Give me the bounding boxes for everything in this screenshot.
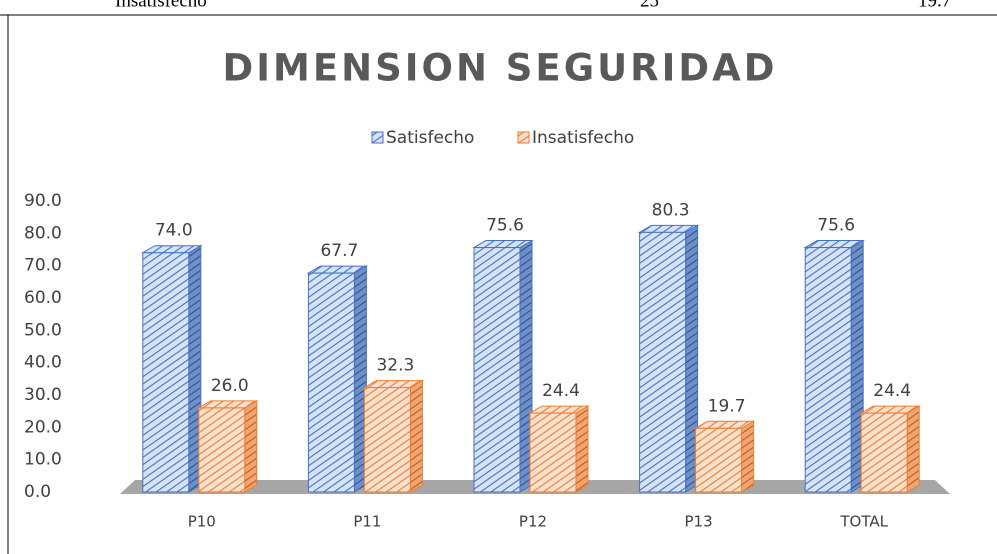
bar — [637, 224, 700, 493]
bar-front — [804, 247, 852, 493]
bar-front — [142, 252, 190, 493]
bar-front — [363, 387, 411, 493]
row-cell: Insatisfecho — [115, 0, 207, 11]
bar-front — [860, 412, 908, 493]
bar-side — [409, 379, 423, 493]
x-tick-label: P11 — [353, 513, 381, 531]
data-label: 80.3 — [652, 200, 690, 220]
data-label: 19.7 — [708, 396, 746, 416]
data-label: 75.6 — [817, 216, 855, 236]
bar — [803, 239, 866, 493]
bar-front — [198, 407, 246, 493]
legend-label: Insatisfecho — [532, 128, 634, 148]
row-cell: 19.7 — [918, 0, 951, 11]
data-label: 74.0 — [155, 221, 193, 241]
bar — [362, 379, 425, 493]
x-tick-label: P13 — [685, 513, 713, 531]
y-tick-label: 80.0 — [24, 223, 62, 243]
bar-side — [244, 400, 258, 493]
y-tick-label: 90.0 — [24, 191, 62, 211]
x-tick-label: P12 — [519, 513, 547, 531]
data-label: 24.4 — [873, 381, 911, 401]
bar-front — [639, 231, 687, 493]
bar — [528, 405, 590, 493]
y-tick-label: 50.0 — [24, 320, 62, 340]
data-label: 24.4 — [542, 381, 580, 401]
bar — [859, 405, 922, 493]
y-tick-label: 0.0 — [24, 482, 51, 502]
bar-side — [575, 405, 589, 493]
y-tick-label: 60.0 — [24, 288, 62, 308]
legend-swatch — [371, 131, 384, 144]
y-tick-label: 20.0 — [24, 417, 62, 437]
y-tick-label: 30.0 — [24, 385, 62, 405]
bar — [306, 265, 369, 493]
chart-title: DIMENSION SEGURIDAD — [223, 47, 778, 90]
bar — [140, 244, 203, 493]
y-tick-label: 40.0 — [24, 353, 62, 373]
y-tick-label: 10.0 — [24, 450, 62, 470]
bar-side — [906, 405, 920, 493]
bar — [693, 420, 756, 493]
bar-front — [529, 412, 577, 493]
x-tick-label: P10 — [188, 513, 216, 531]
bar — [472, 239, 534, 493]
bar-front — [473, 247, 521, 493]
data-label: 67.7 — [320, 241, 358, 261]
legend-swatch — [517, 131, 530, 144]
bar-front — [307, 272, 355, 493]
bar — [196, 400, 259, 493]
row-cell: 25 — [640, 0, 659, 11]
x-tick-label: TOTAL — [839, 513, 888, 531]
y-tick-label: 70.0 — [24, 256, 62, 276]
bar-side — [741, 420, 755, 493]
data-label: 32.3 — [376, 356, 414, 376]
data-label: 75.6 — [486, 216, 524, 236]
legend-label: Satisfecho — [386, 128, 474, 148]
bar-front — [695, 427, 743, 493]
data-label: 26.0 — [211, 376, 249, 396]
